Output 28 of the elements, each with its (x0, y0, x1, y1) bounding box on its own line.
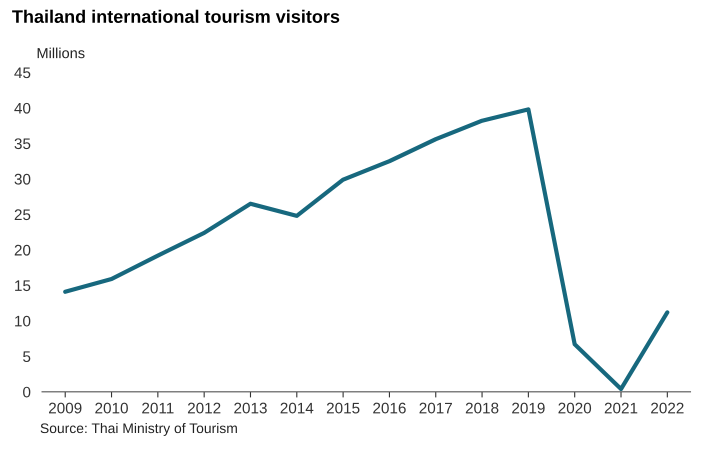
x-tick-label: 2012 (188, 402, 220, 414)
line-series (63, 107, 670, 392)
y-tick-label: 45 (14, 68, 30, 78)
x-tick-label: 2016 (373, 402, 406, 414)
y-axis-title: Millions (38, 48, 85, 58)
x-tick-label: 2015 (326, 402, 360, 414)
x-tick-label: 2014 (280, 402, 314, 414)
y-tick-label: 20 (14, 244, 30, 256)
y-tick-label: 5 (23, 351, 30, 362)
x-tick-label: 2018 (466, 402, 498, 414)
x-tick-label: 2020 (558, 402, 592, 414)
chart-title: Thailand international tourism visitors (12, 10, 340, 23)
x-tick-label: 2011 (142, 402, 174, 414)
x-tick-label: 2021 (604, 402, 638, 414)
x-tick-label: 2022 (651, 402, 684, 414)
x-tick-label: 2010 (95, 402, 128, 414)
y-tick-label: 25 (14, 209, 30, 220)
source-note: Source: Thai Ministry of Tourism (40, 422, 237, 436)
y-tick-label: 15 (15, 280, 30, 292)
y-tick-label: 10 (15, 316, 30, 327)
y-tick-label: 0 (23, 386, 30, 398)
x-tick-label: 2017 (420, 402, 452, 414)
x-tick-label: 2013 (234, 402, 267, 414)
x-tick-label: 2009 (48, 402, 82, 414)
y-tick-label: 35 (14, 138, 30, 150)
x-tick-label: 2019 (512, 402, 545, 414)
y-tick-label: 30 (14, 174, 30, 185)
y-tick-label: 40 (14, 102, 30, 114)
